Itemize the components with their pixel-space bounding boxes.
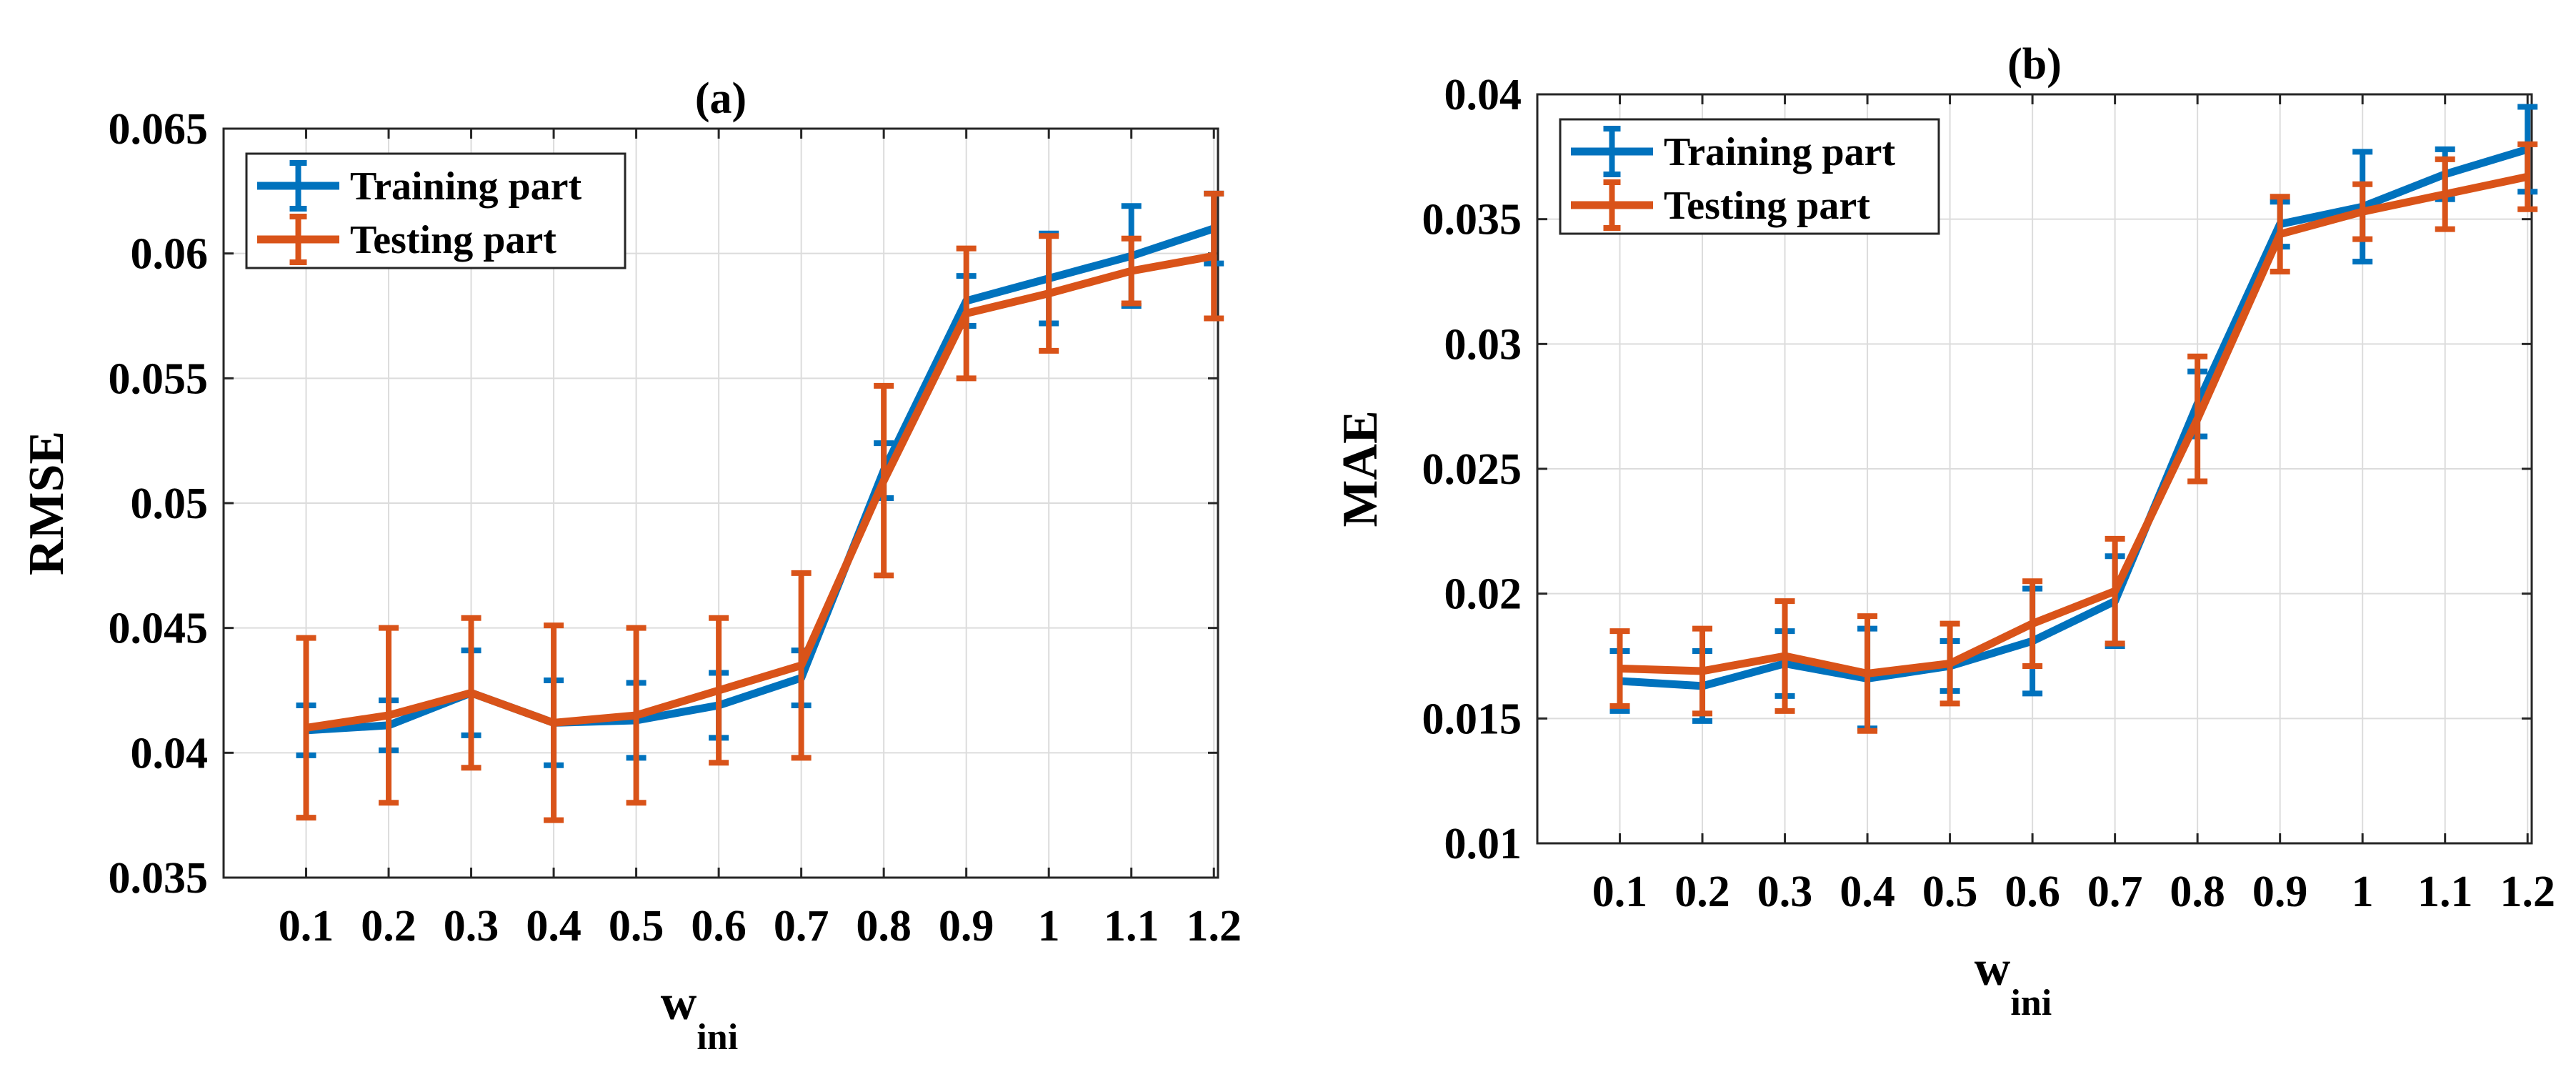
x-tick-label: 0.8 [2170,868,2225,916]
x-tick-label: 0.1 [1592,868,1648,916]
error-bar [2022,578,2043,669]
tick-labels: 0.1 0.2 0.3 0.4 0.5 0.6 0.7 0.8 0.9 1 1.1 1.2 0.035 0… [109,105,1242,951]
error-bar [2352,181,2373,242]
x-tick-label: 0.5 [609,902,664,951]
error-bar [461,615,481,771]
error-bar [2187,353,2208,485]
error-bar [379,625,399,806]
error-bar [1204,190,1224,322]
error-bar [2270,194,2290,275]
error-bar [1774,598,1795,714]
y-tick-label: 0.065 [109,105,209,154]
x-tick-label: 1.2 [2500,868,2555,916]
x-axis-label-main: w [1975,941,2011,996]
series-line [305,252,1215,732]
x-tick-label: 0.3 [444,902,499,951]
x-axis-label: wini [661,976,738,1058]
x-tick-label: 1.2 [1186,902,1242,951]
chart-panel-a: 0.1 0.2 0.3 0.4 0.5 0.6 0.7 0.8 0.9 1 1.1 1.2 0.035 0… [19,74,1242,1058]
error-bar [1121,235,1142,307]
series-line [1619,172,2529,678]
error-bar [874,382,894,579]
error-bar [1692,625,1713,717]
legend: Training part Testing part [245,152,626,269]
legend-item-testing: Testing part [1571,179,1870,231]
y-tick-label: 0.025 [1422,445,1522,494]
error-bar [1039,233,1059,354]
error-bar [1857,613,1878,734]
series-testing [1609,141,2538,734]
y-axis-label: RMSE [19,431,74,575]
x-axis-label-main: w [661,976,697,1031]
x-tick-label: 0.6 [2005,868,2060,916]
legend: Training part Testing part [1559,118,1940,235]
error-bar [2435,156,2455,232]
legend-box [1559,118,1940,235]
x-tick-label: 1 [2352,868,2374,916]
x-tick-label: 0.9 [939,902,994,951]
x-tick-label: 0.7 [774,902,829,951]
y-axis-label: MAE [1333,410,1388,527]
y-tick-label: 0.02 [1444,570,1522,619]
series-line [1619,145,2529,690]
series-testing [296,190,1224,823]
x-axis-label: wini [1975,941,2052,1023]
y-tick-label: 0.04 [1444,71,1522,119]
x-tick-label: 0.4 [526,902,581,951]
legend-box [245,152,626,269]
x-axis-label-subscript: ini [2010,983,2052,1023]
y-tick-label: 0.03 [1444,320,1522,369]
tick-labels: 0.1 0.2 0.3 0.4 0.5 0.6 0.7 0.8 0.9 1 1.1 1.2 0.01 0.… [1422,71,2555,916]
error-bar [791,570,812,761]
y-tick-label: 0.045 [109,605,209,653]
x-tick-label: 0.6 [691,902,747,951]
y-tick-label: 0.035 [109,854,209,903]
x-tick-label: 0.2 [1674,868,1730,916]
legend-item-training: Training part [257,160,581,212]
x-tick-label: 0.9 [2252,868,2308,916]
legend-item-training: Training part [1571,126,1895,177]
x-tick-label: 0.4 [1839,868,1895,916]
legend-label: Testing part [1664,184,1870,228]
error-bar [544,622,564,823]
error-bar [1940,620,1960,707]
legend-label: Training part [1664,130,1895,174]
error-bar [296,635,316,821]
y-tick-label: 0.055 [109,354,209,403]
chart-panel-b: 0.1 0.2 0.3 0.4 0.5 0.6 0.7 0.8 0.9 1 1.1 1.2 0.01 0.… [1333,40,2555,1023]
error-bar [626,625,647,806]
legend-label: Testing part [350,218,556,262]
x-tick-label: 0.7 [2087,868,2143,916]
y-tick-label: 0.035 [1422,196,1522,244]
y-tick-label: 0.04 [131,729,209,778]
x-tick-label: 0.5 [1922,868,1978,916]
x-tick-label: 0.2 [361,902,416,951]
error-bar [709,615,729,766]
x-tick-label: 0.1 [279,902,334,951]
x-tick-label: 0.8 [856,902,912,951]
error-bar [2517,141,2538,212]
y-tick-label: 0.05 [131,480,209,528]
x-tick-label: 1.1 [1104,902,1159,951]
y-tick-label: 0.06 [131,230,209,279]
error-bar [2105,535,2125,647]
error-bar [1609,628,1630,709]
x-axis-label-subscript: ini [697,1017,738,1058]
legend-label: Training part [350,164,581,209]
y-tick-label: 0.01 [1444,820,1522,868]
x-tick-label: 1.1 [2417,868,2473,916]
x-tick-label: 0.3 [1757,868,1813,916]
chart-title: (b) [2007,40,2062,89]
chart-title: (a) [695,74,747,123]
error-bar [956,245,977,382]
x-tick-label: 1 [1038,902,1060,951]
legend-item-testing: Testing part [257,214,556,265]
y-tick-label: 0.015 [1422,695,1522,743]
